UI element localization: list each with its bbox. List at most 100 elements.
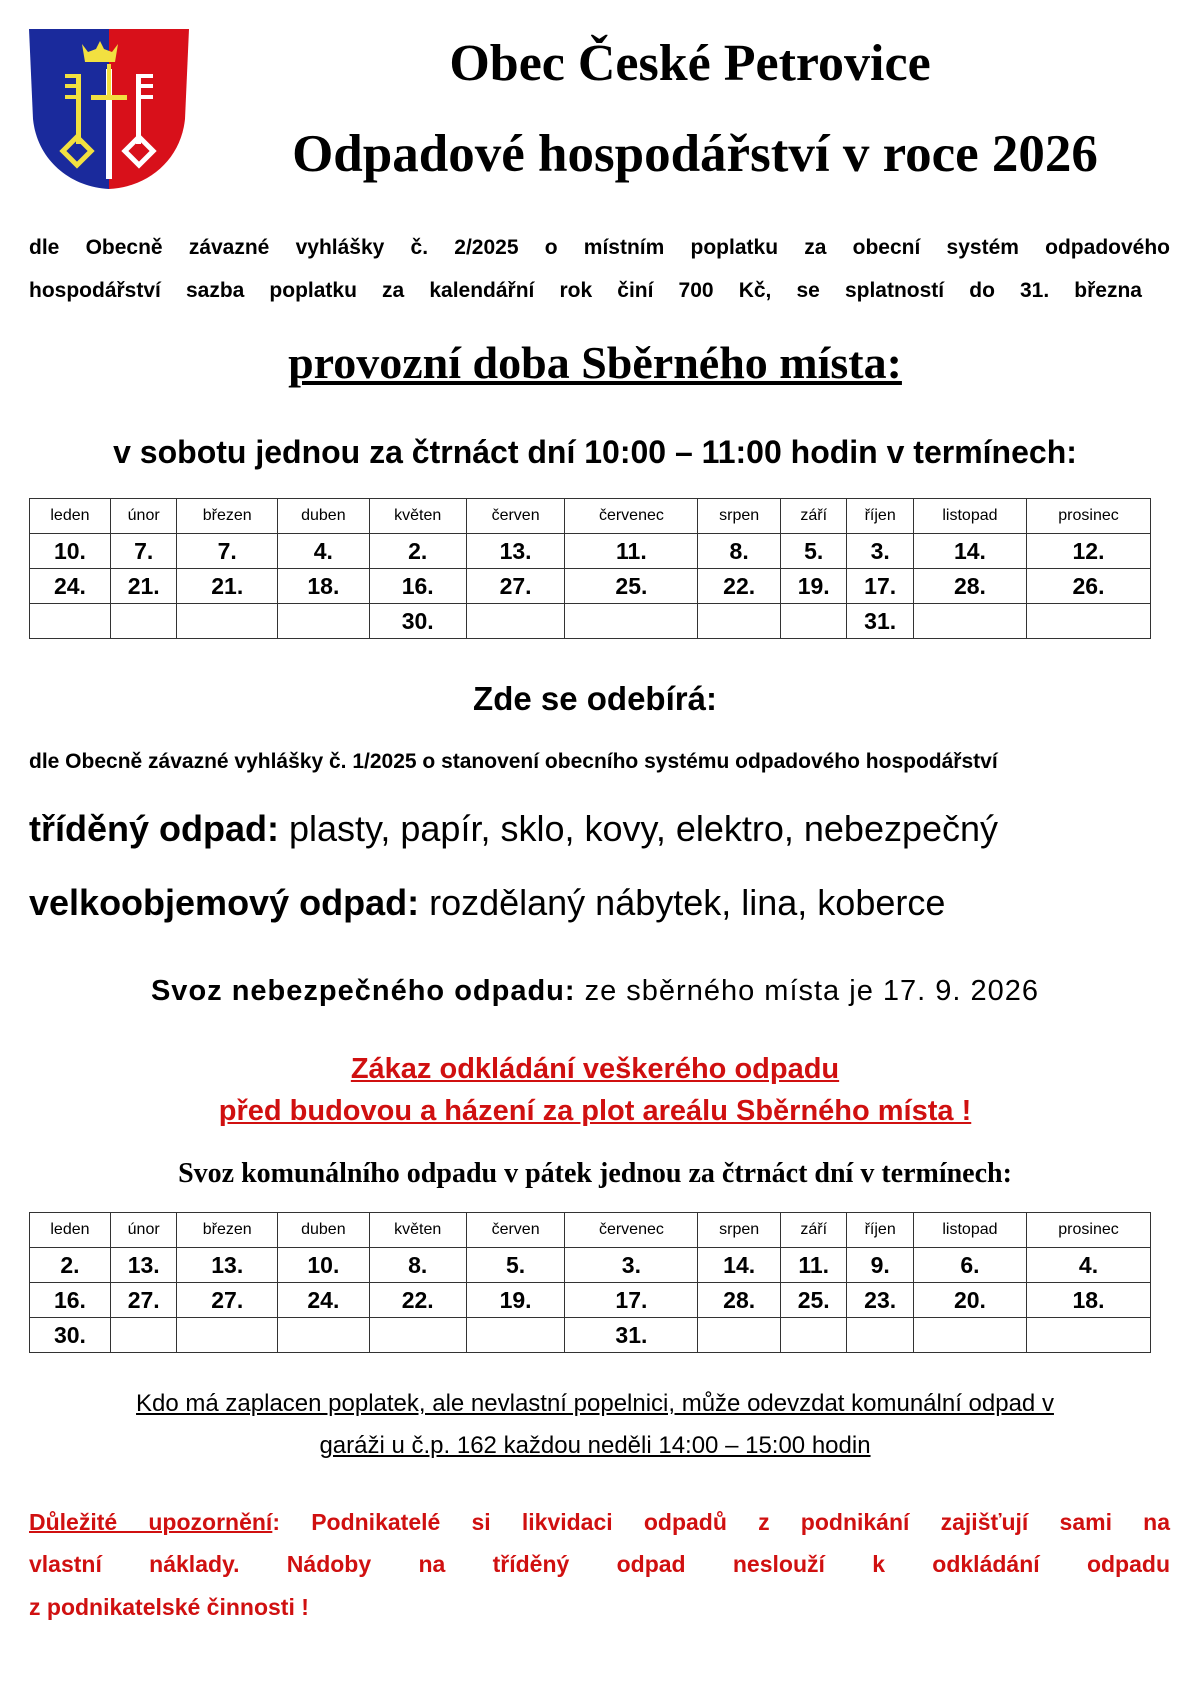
date-cell: 13. <box>109 1247 178 1283</box>
bulky-waste-label: velkoobjemový odpad: <box>29 882 420 923</box>
month-header: srpen <box>697 1212 781 1248</box>
date-cell: 19. <box>779 568 848 604</box>
date-cell: 10. <box>29 533 111 569</box>
date-cell: 18. <box>277 568 370 604</box>
date-cell: 17. <box>564 1282 699 1318</box>
date-cell <box>779 1317 848 1353</box>
date-cell: 30. <box>29 1317 111 1353</box>
date-cell <box>277 1317 370 1353</box>
month-header: červenec <box>564 1212 699 1248</box>
month-header: březen <box>176 1212 279 1248</box>
page-title: Obec České Petrovice <box>449 35 931 92</box>
coat-of-arms-icon <box>29 29 189 189</box>
table-row: 16. 27. 27. 24. 22. 19. 17. 28. 25. 23. 20. 18. <box>29 1282 1151 1318</box>
date-cell: 7. <box>176 533 279 569</box>
intro-line-1: dle Obecně závazné vyhlášky č. 2/2025 o … <box>29 236 1170 259</box>
date-cell: 5. <box>465 1247 566 1283</box>
date-cell: 11. <box>564 533 699 569</box>
table-row: 30. 31. <box>29 603 1151 639</box>
date-cell: 26. <box>1026 568 1151 604</box>
date-cell: 3. <box>564 1247 699 1283</box>
month-header: září <box>779 498 848 534</box>
month-header: květen <box>368 498 467 534</box>
date-cell <box>912 603 1028 639</box>
date-cell: 14. <box>697 1247 781 1283</box>
month-header: prosinec <box>1026 498 1151 534</box>
month-header: leden <box>29 1212 111 1248</box>
date-cell: 25. <box>779 1282 848 1318</box>
date-cell: 27. <box>465 568 566 604</box>
intro-line-2: hospodářství sazba poplatku za kalendářn… <box>29 279 1142 302</box>
month-header: prosinec <box>1026 1212 1151 1248</box>
date-cell: 30. <box>368 603 467 639</box>
date-cell <box>109 1317 178 1353</box>
date-cell: 13. <box>465 533 566 569</box>
date-cell: 14. <box>912 533 1028 569</box>
date-cell <box>779 603 848 639</box>
date-cell <box>465 603 566 639</box>
date-cell: 23. <box>846 1282 914 1318</box>
regulation-text: dle Obecně závazné vyhlášky č. 1/2025 o … <box>29 750 998 773</box>
notice-line-3: z podnikatelské činnosti ! <box>29 1594 309 1620</box>
date-cell: 10. <box>277 1247 370 1283</box>
date-cell <box>564 603 699 639</box>
date-cell: 27. <box>176 1282 279 1318</box>
date-cell: 16. <box>368 568 467 604</box>
table-row: 2. 13. 13. 10. 8. 5. 3. 14. 11. 9. 6. 4. <box>29 1247 1151 1283</box>
date-cell: 2. <box>29 1247 111 1283</box>
month-header: červen <box>465 498 566 534</box>
date-cell: 21. <box>109 568 178 604</box>
date-cell: 3. <box>846 533 914 569</box>
month-header: březen <box>176 498 279 534</box>
month-header: červen <box>465 1212 566 1248</box>
month-header: listopad <box>912 1212 1028 1248</box>
date-cell: 11. <box>779 1247 848 1283</box>
date-cell: 2. <box>368 533 467 569</box>
date-cell: 12. <box>1026 533 1151 569</box>
warning-line-2: před budovou a házení za plot areálu Sbě… <box>218 1095 972 1127</box>
hazardous-waste-line: Svoz nebezpečného odpadu: ze sběrného mí… <box>0 975 1190 1008</box>
notice-text-1: : Podnikatelé si likvidaci odpadů z podn… <box>272 1509 1170 1535</box>
date-cell: 18. <box>1026 1282 1151 1318</box>
date-cell: 28. <box>912 568 1028 604</box>
date-cell: 25. <box>564 568 699 604</box>
municipal-heading: Svoz komunálního odpadu v pátek jednou z… <box>178 1158 1012 1189</box>
month-header: listopad <box>912 498 1028 534</box>
table-row: 30. 31. <box>29 1317 1151 1353</box>
collection-point-heading: provozní doba Sběrného místa: <box>288 337 902 388</box>
hazardous-label: Svoz nebezpečného odpadu: <box>150 975 576 1007</box>
date-cell: 17. <box>846 568 914 604</box>
notice-line-2: vlastní náklady. Nádoby na tříděný odpad… <box>29 1551 1170 1577</box>
date-cell: 8. <box>697 533 781 569</box>
date-cell: 22. <box>368 1282 467 1318</box>
sorted-waste-line: tříděný odpad: plasty, papír, sklo, kovy… <box>29 808 998 850</box>
month-header: únor <box>109 498 178 534</box>
month-header: leden <box>29 498 111 534</box>
month-header: duben <box>277 498 370 534</box>
date-cell: 8. <box>368 1247 467 1283</box>
accepted-heading: Zde se odebírá: <box>473 680 717 717</box>
date-cell <box>1026 1317 1151 1353</box>
friday-schedule-table: leden únor březen duben květen červen červenec… <box>29 1212 1151 1353</box>
month-header: říjen <box>846 1212 914 1248</box>
date-cell: 7. <box>109 533 178 569</box>
warning-line-1: Zákaz odkládání veškerého odpadu <box>350 1053 840 1085</box>
date-cell <box>846 1317 914 1353</box>
date-cell: 24. <box>277 1282 370 1318</box>
bulky-waste-items: rozdělaný nábytek, lina, koberce <box>419 882 946 923</box>
month-header: únor <box>109 1212 178 1248</box>
date-cell <box>176 1317 279 1353</box>
notice-label: Důležité upozornění <box>29 1509 273 1535</box>
sorted-waste-label: tříděný odpad: <box>29 808 279 849</box>
date-cell <box>368 1317 467 1353</box>
garage-line-1: Kdo má zaplacen poplatek, ale nevlastní … <box>136 1390 1054 1417</box>
bulky-waste-line: velkoobjemový odpad: rozdělaný nábytek, … <box>29 882 945 924</box>
month-header: květen <box>368 1212 467 1248</box>
date-cell <box>176 603 279 639</box>
date-cell: 16. <box>29 1282 111 1318</box>
date-cell <box>465 1317 566 1353</box>
collection-point-schedule: v sobotu jednou za čtrnáct dní 10:00 – 1… <box>113 434 1077 470</box>
date-cell: 19. <box>465 1282 566 1318</box>
page-subtitle: Odpadové hospodářství v roce 2026 <box>292 125 1098 183</box>
